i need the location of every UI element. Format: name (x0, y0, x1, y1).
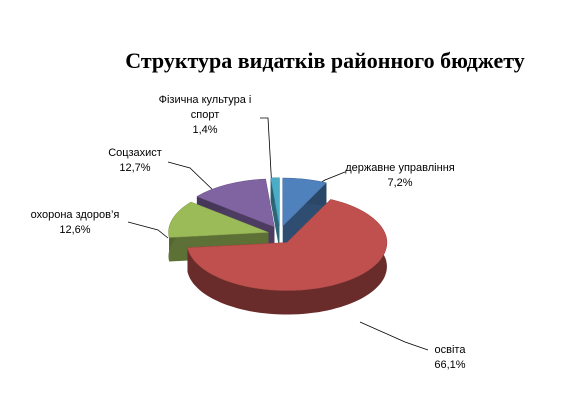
data-label: охорона здоров’я 12,6% (15, 208, 135, 238)
leader-line (260, 117, 273, 191)
data-label: державне управління 7,2% (340, 161, 460, 191)
data-label: Соцзахист 12,7% (95, 146, 175, 176)
value-label: 7,2% (387, 177, 413, 189)
value-label: 12,6% (59, 224, 91, 236)
value-label: 1,4% (192, 124, 218, 136)
value-label: 66,1% (434, 359, 466, 371)
data-label: Фізична культура і спорт 1,4% (145, 93, 265, 138)
slice (187, 199, 388, 291)
category-label: освіта (434, 344, 466, 356)
category-label: охорона здоров’я (30, 209, 120, 221)
leader-line (167, 161, 216, 193)
slice (282, 177, 327, 227)
category-label: Фізична культура і спорт (158, 94, 252, 121)
pie (168, 177, 388, 315)
data-label: освіта 66,1% (420, 343, 480, 373)
leader-line (359, 321, 429, 351)
category-label: Соцзахист (108, 147, 162, 159)
slice (196, 178, 275, 228)
slice (270, 177, 280, 226)
value-label: 12,7% (119, 162, 151, 174)
slice (168, 201, 269, 238)
leader-line (127, 221, 169, 239)
category-label: державне управління (345, 162, 455, 174)
slice-side (187, 199, 387, 315)
chart-title: Структура видатків районного бюджету (125, 48, 525, 73)
